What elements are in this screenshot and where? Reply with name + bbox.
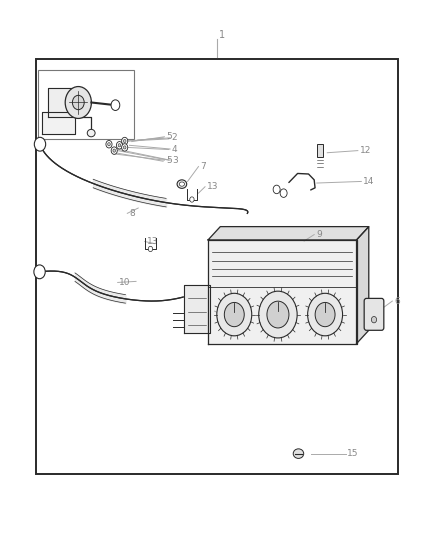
Circle shape (106, 141, 112, 148)
Polygon shape (184, 285, 210, 333)
Circle shape (117, 142, 123, 149)
Text: 6: 6 (394, 296, 400, 305)
Circle shape (148, 246, 152, 252)
Circle shape (280, 189, 287, 197)
Text: 4: 4 (172, 144, 177, 154)
Circle shape (122, 144, 128, 151)
Bar (35, 59, 398, 474)
Polygon shape (357, 227, 369, 344)
Text: 5: 5 (166, 132, 172, 141)
Circle shape (72, 95, 84, 110)
Circle shape (65, 86, 92, 118)
Circle shape (267, 301, 289, 328)
Circle shape (122, 138, 128, 145)
Ellipse shape (177, 180, 187, 188)
Circle shape (273, 185, 280, 193)
Text: 8: 8 (129, 209, 135, 218)
Polygon shape (48, 88, 81, 117)
Circle shape (224, 302, 244, 327)
Text: 10: 10 (120, 278, 131, 287)
Circle shape (113, 149, 116, 152)
Text: 13: 13 (147, 237, 158, 246)
Circle shape (34, 138, 46, 151)
Text: 9: 9 (316, 230, 321, 239)
Polygon shape (208, 240, 357, 344)
Text: 15: 15 (347, 449, 359, 458)
Text: 12: 12 (360, 146, 371, 155)
Circle shape (118, 144, 121, 147)
Text: 5: 5 (166, 156, 172, 165)
Circle shape (217, 293, 252, 336)
Circle shape (111, 147, 117, 155)
Text: 2: 2 (172, 133, 177, 142)
Circle shape (111, 100, 120, 110)
Circle shape (259, 291, 297, 338)
Text: 7: 7 (200, 162, 206, 171)
Text: 1: 1 (219, 30, 225, 41)
Circle shape (315, 302, 335, 327)
Circle shape (371, 317, 377, 323)
Circle shape (108, 143, 110, 146)
Circle shape (307, 293, 343, 336)
Ellipse shape (179, 182, 184, 186)
Polygon shape (208, 227, 369, 240)
Circle shape (124, 140, 126, 143)
Text: 13: 13 (207, 182, 218, 191)
Polygon shape (42, 112, 74, 134)
Ellipse shape (87, 130, 95, 137)
Text: 3: 3 (172, 156, 177, 165)
Text: 11: 11 (216, 306, 228, 316)
Bar (38, 70, 134, 139)
Circle shape (124, 146, 126, 149)
FancyBboxPatch shape (364, 298, 384, 330)
Bar (317, 144, 323, 157)
Circle shape (34, 265, 45, 279)
Ellipse shape (293, 449, 304, 458)
Text: 14: 14 (363, 177, 374, 186)
Circle shape (190, 197, 194, 202)
